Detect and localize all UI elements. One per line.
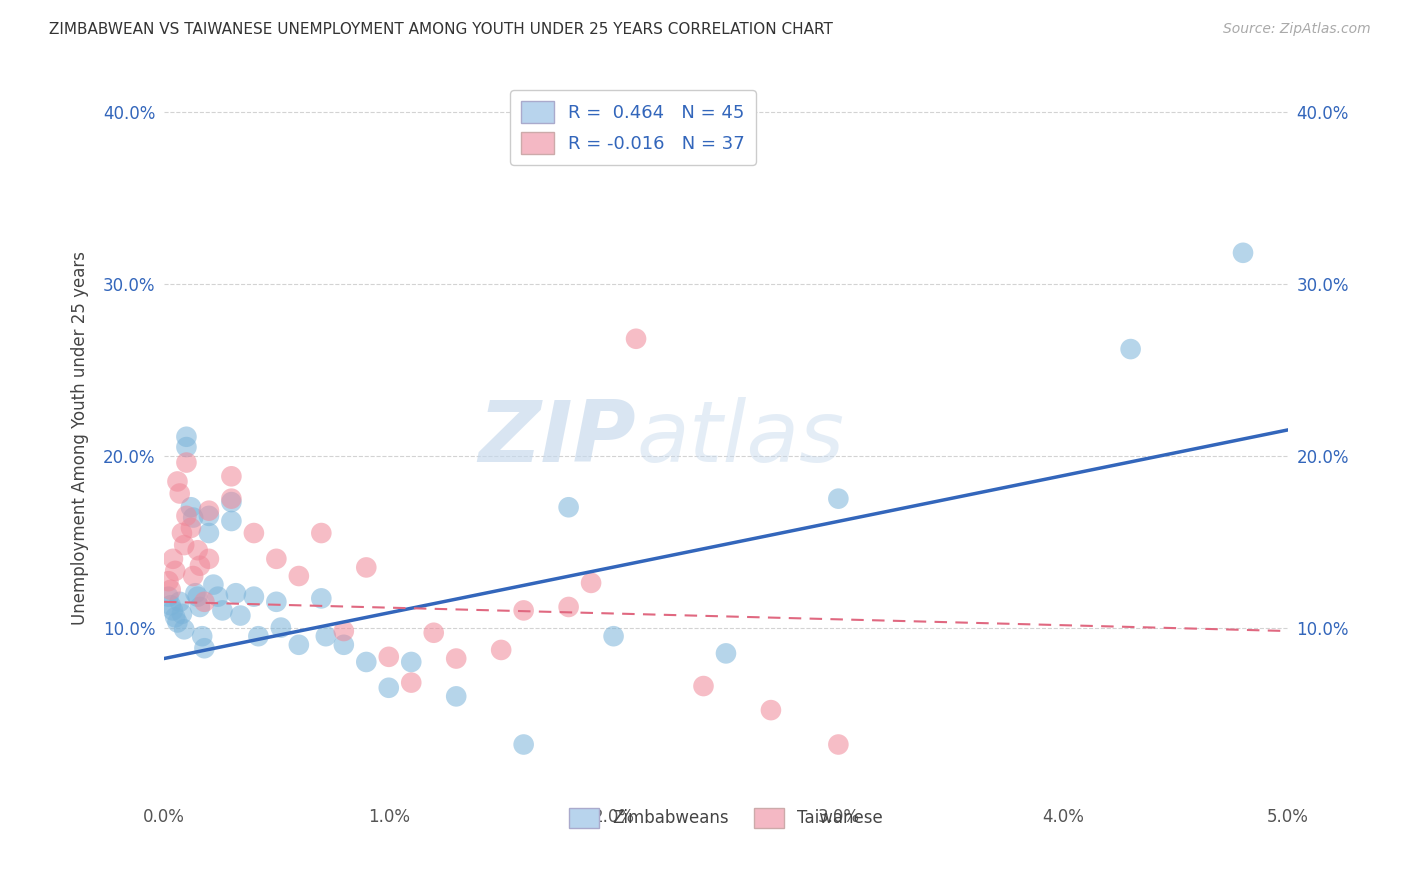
- Zimbabweans: [512, 738, 534, 752]
- Taiwanese: [444, 651, 467, 665]
- Zimbabweans: [191, 629, 214, 643]
- Zimbabweans: [247, 629, 270, 643]
- Zimbabweans: [184, 586, 207, 600]
- Zimbabweans: [162, 603, 184, 617]
- Zimbabweans: [714, 646, 737, 660]
- Zimbabweans: [173, 623, 195, 637]
- Taiwanese: [333, 624, 356, 638]
- Zimbabweans: [557, 500, 579, 515]
- Zimbabweans: [315, 629, 337, 643]
- Taiwanese: [173, 538, 195, 552]
- Zimbabweans: [270, 621, 292, 635]
- Zimbabweans: [356, 655, 378, 669]
- Zimbabweans: [198, 508, 221, 523]
- Taiwanese: [176, 456, 198, 470]
- Taiwanese: [166, 475, 188, 489]
- Taiwanese: [489, 643, 512, 657]
- Taiwanese: [378, 649, 401, 664]
- Taiwanese: [557, 599, 579, 614]
- Zimbabweans: [827, 491, 849, 506]
- Taiwanese: [759, 703, 782, 717]
- Taiwanese: [169, 486, 191, 500]
- Taiwanese: [176, 508, 198, 523]
- Taiwanese: [579, 575, 602, 590]
- Zimbabweans: [229, 608, 252, 623]
- Taiwanese: [181, 569, 204, 583]
- Taiwanese: [165, 564, 187, 578]
- Taiwanese: [356, 560, 378, 574]
- Taiwanese: [624, 332, 647, 346]
- Zimbabweans: [288, 638, 311, 652]
- Zimbabweans: [1232, 245, 1254, 260]
- Zimbabweans: [187, 590, 209, 604]
- Taiwanese: [266, 551, 288, 566]
- Zimbabweans: [176, 430, 198, 444]
- Zimbabweans: [176, 440, 198, 454]
- Taiwanese: [288, 569, 311, 583]
- Zimbabweans: [221, 495, 243, 509]
- Zimbabweans: [170, 607, 193, 621]
- Zimbabweans: [1119, 342, 1142, 356]
- Taiwanese: [512, 603, 534, 617]
- Taiwanese: [243, 526, 266, 541]
- Taiwanese: [198, 551, 221, 566]
- Taiwanese: [827, 738, 849, 752]
- Taiwanese: [692, 679, 714, 693]
- Taiwanese: [193, 595, 215, 609]
- Zimbabweans: [221, 514, 243, 528]
- Zimbabweans: [311, 591, 333, 606]
- Zimbabweans: [157, 590, 180, 604]
- Taiwanese: [170, 526, 193, 541]
- Zimbabweans: [181, 510, 204, 524]
- Zimbabweans: [266, 595, 288, 609]
- Zimbabweans: [444, 690, 467, 704]
- Text: ZIMBABWEAN VS TAIWANESE UNEMPLOYMENT AMONG YOUTH UNDER 25 YEARS CORRELATION CHAR: ZIMBABWEAN VS TAIWANESE UNEMPLOYMENT AMO…: [49, 22, 834, 37]
- Zimbabweans: [166, 615, 188, 630]
- Zimbabweans: [211, 603, 233, 617]
- Taiwanese: [399, 675, 422, 690]
- Text: ZIP: ZIP: [478, 397, 636, 480]
- Zimbabweans: [225, 586, 247, 600]
- Zimbabweans: [243, 590, 266, 604]
- Zimbabweans: [202, 577, 225, 591]
- Zimbabweans: [378, 681, 401, 695]
- Zimbabweans: [602, 629, 624, 643]
- Taiwanese: [422, 625, 444, 640]
- Zimbabweans: [180, 500, 202, 515]
- Taiwanese: [188, 558, 211, 573]
- Taiwanese: [157, 574, 180, 589]
- Taiwanese: [180, 521, 202, 535]
- Text: atlas: atlas: [636, 397, 844, 480]
- Zimbabweans: [159, 599, 181, 613]
- Legend: Zimbabweans, Taiwanese: Zimbabweans, Taiwanese: [562, 801, 890, 835]
- Taiwanese: [221, 491, 243, 506]
- Text: Source: ZipAtlas.com: Source: ZipAtlas.com: [1223, 22, 1371, 37]
- Zimbabweans: [198, 526, 221, 541]
- Zimbabweans: [193, 641, 215, 656]
- Y-axis label: Unemployment Among Youth under 25 years: Unemployment Among Youth under 25 years: [72, 252, 89, 625]
- Zimbabweans: [399, 655, 422, 669]
- Taiwanese: [159, 582, 181, 597]
- Zimbabweans: [165, 610, 187, 624]
- Taiwanese: [198, 504, 221, 518]
- Taiwanese: [221, 469, 243, 483]
- Taiwanese: [162, 551, 184, 566]
- Taiwanese: [311, 526, 333, 541]
- Zimbabweans: [169, 595, 191, 609]
- Taiwanese: [187, 543, 209, 558]
- Zimbabweans: [188, 599, 211, 614]
- Zimbabweans: [207, 590, 229, 604]
- Zimbabweans: [333, 638, 356, 652]
